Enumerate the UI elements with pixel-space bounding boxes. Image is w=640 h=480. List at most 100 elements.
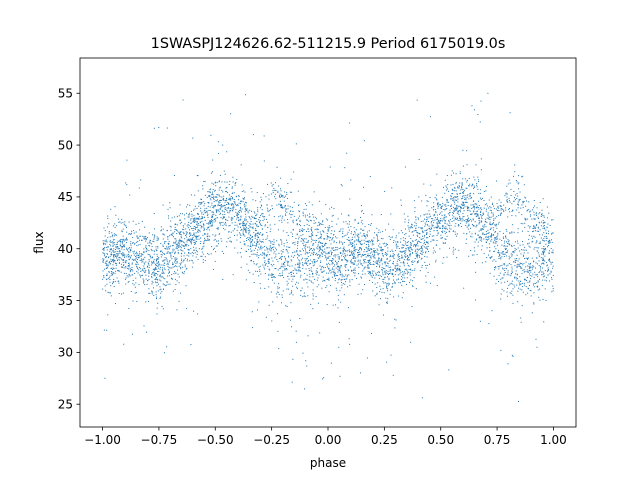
- data-point: [163, 233, 165, 235]
- data-point: [478, 208, 480, 210]
- data-point: [178, 282, 180, 284]
- data-point: [414, 260, 416, 262]
- data-point: [156, 238, 158, 240]
- data-point: [493, 275, 495, 277]
- data-point: [530, 290, 532, 292]
- data-point: [462, 212, 464, 214]
- data-point: [498, 258, 500, 260]
- data-point: [188, 216, 190, 218]
- data-point: [254, 218, 256, 220]
- data-point: [249, 238, 251, 240]
- data-point: [542, 239, 544, 241]
- data-point: [342, 274, 344, 276]
- data-point: [313, 260, 315, 262]
- data-point: [358, 240, 360, 242]
- data-point: [282, 249, 284, 251]
- data-point: [129, 256, 131, 258]
- data-point: [422, 220, 424, 222]
- data-point: [398, 282, 400, 284]
- data-point: [439, 219, 441, 221]
- data-point: [333, 208, 335, 210]
- data-point: [292, 242, 294, 244]
- data-point: [514, 164, 516, 166]
- data-point: [299, 270, 301, 272]
- data-point: [396, 268, 398, 269]
- data-point: [471, 197, 473, 199]
- data-point: [155, 294, 157, 296]
- data-point: [541, 274, 543, 276]
- data-point: [316, 271, 318, 273]
- data-point: [370, 223, 372, 225]
- data-point: [129, 251, 131, 253]
- data-point: [181, 244, 183, 246]
- data-point: [131, 258, 133, 260]
- data-point: [170, 220, 172, 222]
- data-point: [197, 190, 199, 192]
- data-point: [381, 270, 383, 272]
- data-point: [230, 240, 232, 242]
- data-point: [406, 255, 408, 257]
- data-point: [137, 241, 139, 242]
- data-point: [344, 167, 346, 169]
- data-point: [326, 278, 328, 280]
- data-point: [495, 260, 497, 262]
- data-point: [445, 185, 447, 187]
- data-point: [128, 281, 130, 283]
- data-point: [281, 206, 283, 208]
- data-point: [175, 260, 177, 262]
- data-point: [141, 239, 143, 241]
- data-point: [249, 256, 251, 258]
- data-point: [476, 205, 478, 207]
- data-point: [461, 220, 463, 222]
- data-point: [148, 300, 150, 302]
- data-point: [162, 269, 164, 271]
- data-point: [426, 232, 428, 234]
- data-point: [382, 272, 384, 274]
- data-point: [403, 259, 405, 261]
- data-point: [345, 281, 347, 283]
- data-point: [370, 248, 372, 250]
- data-point: [345, 234, 347, 236]
- data-point: [453, 212, 455, 214]
- data-point: [304, 216, 306, 218]
- data-point: [310, 267, 312, 269]
- data-point: [157, 239, 159, 241]
- data-point: [152, 271, 154, 273]
- data-point: [371, 251, 373, 253]
- data-point: [160, 275, 162, 277]
- data-point: [531, 235, 533, 237]
- data-point: [489, 221, 491, 223]
- data-point: [404, 221, 406, 223]
- data-point: [331, 251, 333, 253]
- data-point: [268, 273, 270, 275]
- data-point: [427, 201, 429, 203]
- data-point: [306, 274, 308, 276]
- data-point: [317, 257, 319, 259]
- data-point: [365, 256, 367, 258]
- data-point: [449, 227, 451, 229]
- data-point: [385, 243, 387, 245]
- data-point: [424, 255, 426, 257]
- data-point: [209, 220, 211, 222]
- data-point: [441, 231, 443, 233]
- data-point: [526, 271, 528, 273]
- data-point: [161, 305, 163, 307]
- data-point: [403, 250, 405, 252]
- data-point: [171, 217, 173, 219]
- data-point: [333, 234, 335, 236]
- data-point: [256, 255, 258, 257]
- data-point: [300, 250, 302, 252]
- data-point: [231, 198, 233, 200]
- data-point: [453, 172, 455, 174]
- data-point: [465, 243, 467, 245]
- data-point: [250, 241, 252, 243]
- data-point: [354, 230, 356, 232]
- data-point: [531, 218, 533, 220]
- data-point: [365, 262, 367, 264]
- data-point: [497, 234, 499, 236]
- data-point: [485, 242, 487, 244]
- data-point: [291, 265, 293, 267]
- data-point: [286, 241, 288, 243]
- data-point: [460, 218, 462, 220]
- data-point: [108, 271, 110, 273]
